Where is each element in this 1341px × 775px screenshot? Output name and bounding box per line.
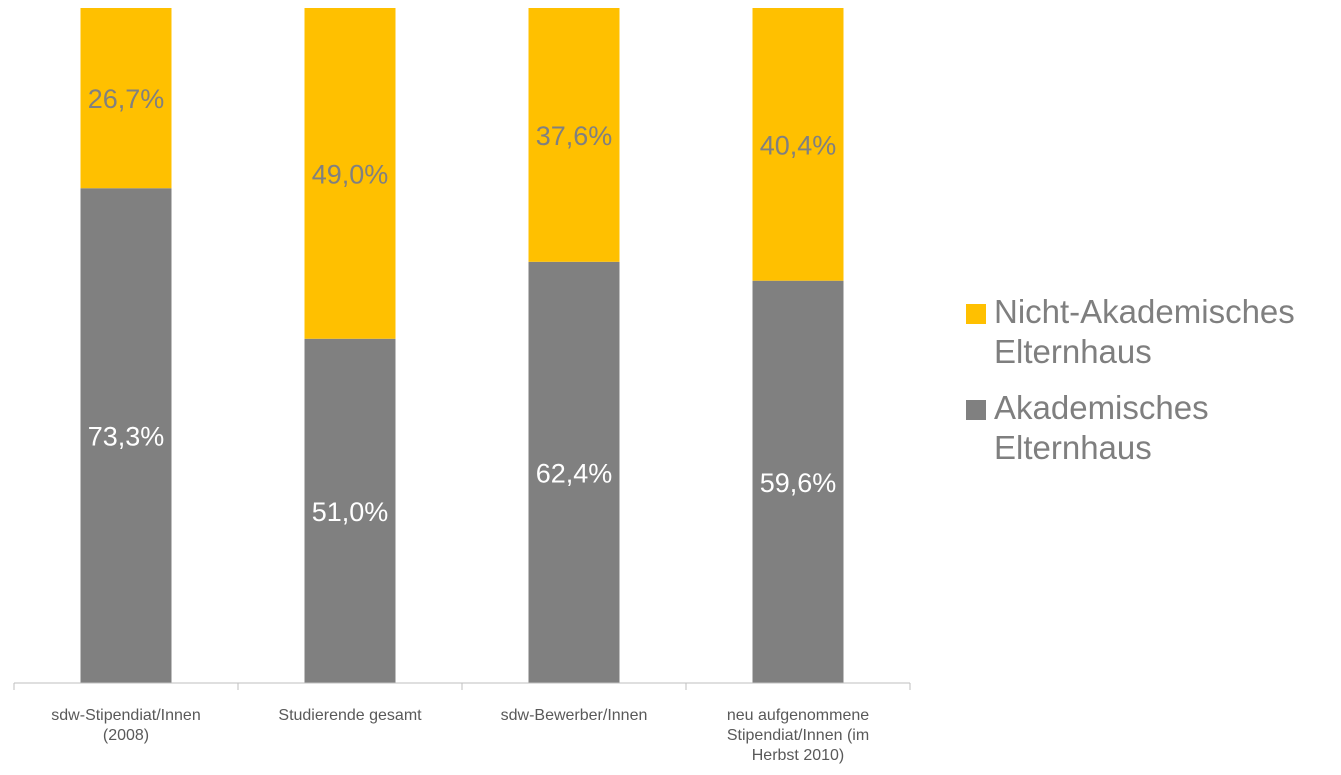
data-label-nicht-akademisch-3: 37,6%	[536, 121, 613, 151]
category-label-4: neu aufgenommene Stipendiat/Innen (im Herb…	[727, 707, 869, 764]
data-label-nicht-akademisch-4: 40,4%	[760, 130, 837, 160]
bar-nicht-akademisch-4	[752, 8, 844, 281]
data-label-nicht-akademisch-1: 26,7%	[88, 84, 165, 114]
category-label-3: sdw-Bewerber/Innen	[501, 707, 648, 724]
bar-nicht-akademisch-2	[304, 8, 396, 339]
legend-swatch-akademisches	[966, 400, 986, 420]
bar-nicht-akademisch-3	[528, 8, 620, 262]
category-label-2: Studierende gesamt	[278, 707, 422, 724]
legend-label-akademisches: Akademisches Elternhaus	[994, 389, 1209, 466]
legend-item-nicht-akademisches: Nicht-Akademisches Elternhaus	[966, 292, 1336, 372]
legend-label-nicht-akademisches: Nicht-Akademisches Elternhaus	[994, 293, 1295, 370]
legend-swatch-nicht-akademisches	[966, 304, 986, 324]
legend-item-akademisches: Akademisches Elternhaus	[966, 388, 1336, 468]
bar-nicht-akademisch-1	[80, 8, 172, 189]
bar-akademisch-3	[528, 261, 620, 683]
data-label-akademisch-4: 59,6%	[760, 468, 837, 498]
data-label-nicht-akademisch-2: 49,0%	[312, 159, 389, 189]
legend: Nicht-Akademisches Elternhaus Akademisch…	[966, 292, 1336, 484]
bar-akademisch-1	[80, 188, 172, 683]
data-label-akademisch-1: 73,3%	[88, 422, 165, 452]
bar-akademisch-2	[304, 338, 396, 683]
data-label-akademisch-3: 62,4%	[536, 458, 613, 488]
category-label-1: sdw-Stipendiat/Innen (2008)	[51, 707, 200, 744]
data-label-akademisch-2: 51,0%	[312, 497, 389, 527]
bar-akademisch-4	[752, 280, 844, 683]
